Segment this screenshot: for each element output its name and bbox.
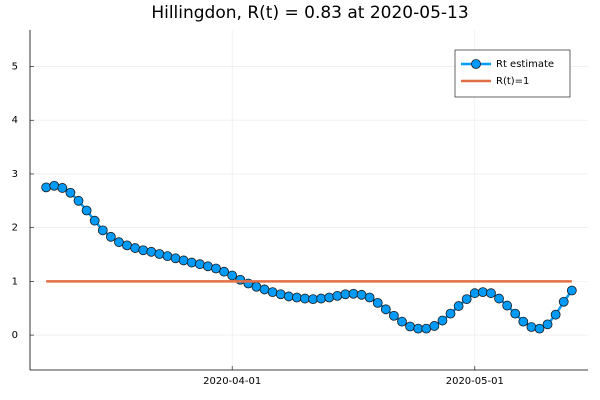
- series-line: [45, 184, 573, 330]
- point: [186, 257, 197, 268]
- point: [275, 289, 286, 300]
- point: [130, 243, 141, 253]
- chart-title: Hillingdon, R(t) = 0.83 at 2020-05-13: [151, 3, 468, 23]
- point: [291, 292, 302, 303]
- point: [486, 288, 496, 299]
- point: [73, 195, 84, 206]
- point: [453, 301, 464, 311]
- point: [114, 237, 124, 248]
- point: [162, 251, 173, 262]
- point: [146, 246, 157, 257]
- point: [227, 270, 238, 281]
- legend: Rt estimate R(t)=1: [454, 49, 571, 98]
- point: [429, 321, 440, 331]
- point: [138, 245, 149, 256]
- point: [316, 293, 327, 304]
- point: [380, 304, 391, 315]
- legend-box: [454, 49, 571, 98]
- point: [437, 315, 448, 326]
- point: [502, 300, 513, 311]
- point: [49, 180, 60, 191]
- point: [178, 255, 189, 266]
- point: [405, 321, 415, 332]
- point: [308, 294, 318, 304]
- point: [57, 183, 68, 193]
- point: [348, 288, 359, 299]
- point: [372, 297, 383, 308]
- point: [510, 308, 521, 319]
- point: [283, 291, 294, 302]
- point: [97, 225, 108, 236]
- y-tick-label: 2: [12, 223, 18, 234]
- x-tick-label: 2020-05-01: [446, 376, 504, 387]
- point: [154, 249, 165, 259]
- point: [65, 187, 76, 198]
- point: [558, 296, 569, 307]
- point: [397, 316, 407, 327]
- point: [445, 308, 456, 319]
- point: [211, 263, 221, 274]
- point: [340, 289, 351, 300]
- point: [300, 293, 310, 304]
- point: [566, 285, 577, 296]
- point: [41, 182, 52, 193]
- point: [389, 310, 399, 321]
- y-tick-label: 4: [12, 115, 18, 126]
- point: [81, 205, 92, 216]
- point: [219, 266, 229, 277]
- point: [461, 294, 472, 304]
- point: [518, 316, 529, 327]
- point: [542, 319, 553, 330]
- point: [194, 259, 205, 270]
- point: [526, 322, 537, 332]
- point: [105, 231, 116, 242]
- point: [364, 292, 375, 303]
- point: [251, 281, 262, 292]
- point: [413, 323, 424, 334]
- point: [324, 292, 335, 303]
- point: [469, 288, 480, 299]
- point: [421, 323, 432, 334]
- point: [235, 274, 246, 285]
- point: [477, 287, 488, 298]
- legend-marker: [471, 59, 481, 69]
- x-tick-label: 2020-04-01: [203, 376, 261, 387]
- point: [170, 253, 181, 264]
- y-tick-label: 3: [12, 169, 18, 180]
- y-tick-label: 0: [12, 330, 18, 341]
- point: [494, 293, 504, 304]
- point: [356, 289, 367, 300]
- y-tick-label: 1: [12, 276, 18, 287]
- point: [534, 323, 545, 334]
- point: [203, 261, 213, 272]
- point: [332, 290, 343, 301]
- point: [267, 287, 278, 298]
- point: [550, 309, 561, 320]
- y-tick-label: 5: [12, 62, 18, 73]
- point: [122, 240, 132, 251]
- legend-label: R(t)=1: [496, 76, 529, 87]
- legend-label: Rt estimate: [496, 59, 554, 70]
- point: [259, 284, 270, 295]
- point: [89, 215, 100, 226]
